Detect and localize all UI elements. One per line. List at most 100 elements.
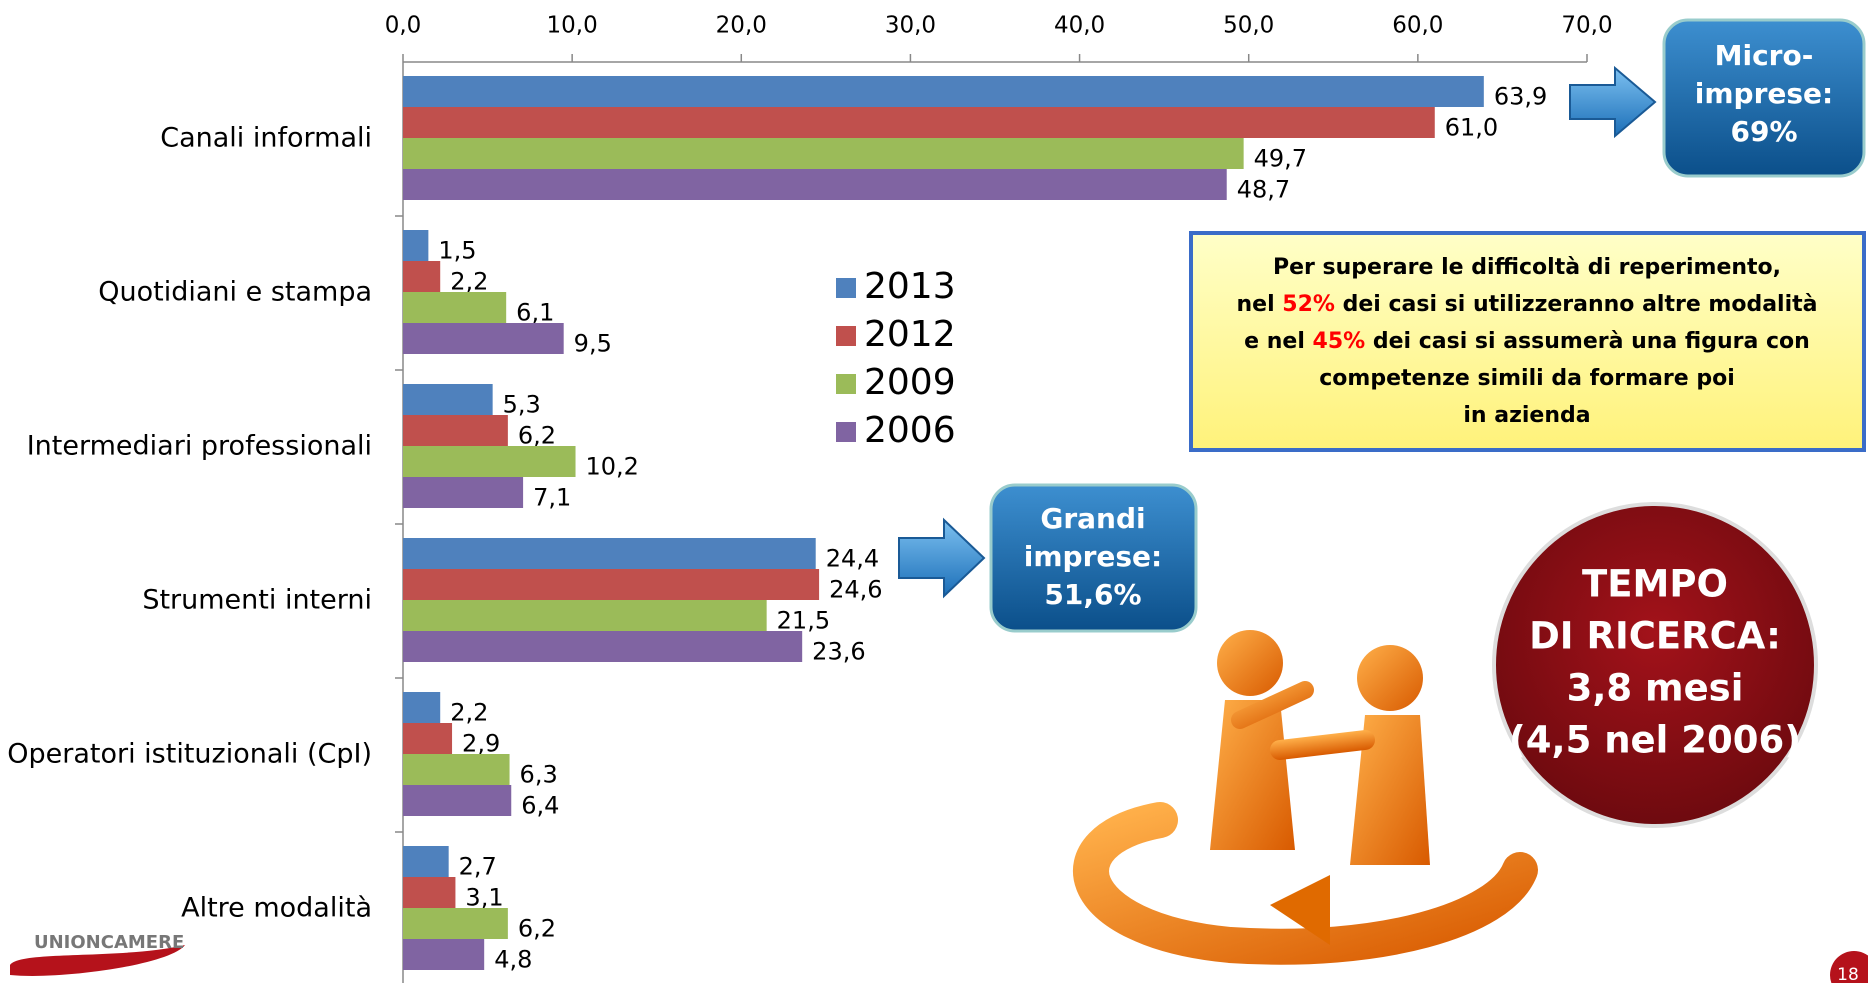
legend-swatch <box>836 422 856 442</box>
callout-box <box>989 483 1198 633</box>
note-line: Per superare le difficoltà di reperiment… <box>1273 255 1781 280</box>
bar <box>403 569 820 600</box>
value-label: 6,4 <box>521 792 559 820</box>
y-tick-label: Altre modalità <box>181 893 372 924</box>
legend-label: 2006 <box>864 410 956 451</box>
note-text: Per superare le difficoltà di reperiment… <box>1273 255 1781 280</box>
value-label: 63,9 <box>1494 83 1547 111</box>
bar <box>403 261 441 292</box>
note-text: e nel <box>1244 329 1312 354</box>
badge <box>1492 502 1818 828</box>
value-label: 1,5 <box>438 237 476 265</box>
callout-text: imprese: <box>1024 540 1162 573</box>
value-label: 2,7 <box>459 853 497 881</box>
callout-box <box>1662 18 1866 178</box>
value-label: 61,0 <box>1445 114 1498 142</box>
legend-label: 2013 <box>864 266 956 307</box>
bar <box>403 384 493 415</box>
bar <box>403 446 576 477</box>
value-label: 23,6 <box>812 638 865 666</box>
bar <box>403 138 1244 169</box>
badge-text: 3,8 mesi <box>1567 667 1744 710</box>
note-box <box>1189 231 1866 452</box>
x-tick-label: 30,0 <box>885 13 936 39</box>
bar <box>403 169 1227 200</box>
bar <box>403 292 507 323</box>
bar <box>403 754 510 785</box>
bar <box>403 692 441 723</box>
note-text: competenze simili da formare poi <box>1319 366 1734 391</box>
value-label: 7,1 <box>533 484 571 512</box>
value-label: 6,1 <box>516 299 554 327</box>
value-label: 24,4 <box>826 545 879 573</box>
arrow <box>898 517 986 599</box>
value-label: 5,3 <box>503 391 541 419</box>
bar <box>403 908 508 939</box>
x-tick-label: 20,0 <box>716 13 767 39</box>
value-label: 24,6 <box>829 576 882 604</box>
x-tick-label: 60,0 <box>1392 13 1443 39</box>
bar <box>403 785 512 816</box>
note-text: 45% <box>1313 329 1366 354</box>
value-label: 2,9 <box>462 730 500 758</box>
value-label: 9,5 <box>574 330 612 358</box>
value-label: 49,7 <box>1254 145 1307 173</box>
badge-text: (4,5 nel 2006) <box>1509 719 1801 762</box>
bar <box>403 415 508 446</box>
value-label: 4,8 <box>494 946 532 974</box>
bar <box>403 76 1484 107</box>
note-line: in azienda <box>1463 403 1590 428</box>
value-label: 6,3 <box>520 761 558 789</box>
callout-text: Micro- <box>1715 39 1814 72</box>
logo-swoosh <box>10 945 185 976</box>
note-line: nel 52% dei casi si utilizzeranno altre … <box>1236 292 1817 317</box>
bar <box>403 631 803 662</box>
bar <box>403 877 456 908</box>
x-tick-label: 70,0 <box>1561 13 1612 39</box>
legend-label: 2012 <box>864 314 956 355</box>
value-label: 48,7 <box>1237 176 1290 204</box>
callout-text: 69% <box>1730 115 1797 148</box>
note-text: dei casi si utilizzeranno altre modalità <box>1335 292 1818 317</box>
value-label: 10,2 <box>586 453 639 481</box>
value-label: 2,2 <box>450 268 488 296</box>
illustration <box>1073 630 1538 965</box>
legend-swatch <box>836 326 856 346</box>
y-tick-label: Operatori istituzionali (CpI) <box>7 739 372 770</box>
x-tick-label: 40,0 <box>1054 13 1105 39</box>
value-label: 6,2 <box>518 422 556 450</box>
y-tick-label: Canali informali <box>160 123 372 154</box>
value-label: 2,2 <box>450 699 488 727</box>
note-text: in azienda <box>1463 403 1590 428</box>
bar <box>403 723 453 754</box>
note-text: dei casi si assumerà una figura con <box>1365 329 1810 354</box>
y-tick-label: Intermediari professionali <box>27 431 372 462</box>
bar <box>403 230 429 261</box>
page-number: 18 <box>1837 965 1859 983</box>
chart: 0,0 10,0 20,0 30,0 40,0 50,0 60,0 70,0 Canali in… <box>7 13 1613 983</box>
value-label: 21,5 <box>777 607 830 635</box>
badge-text: DI RICERCA: <box>1529 615 1781 658</box>
value-label: 3,1 <box>465 884 503 912</box>
x-tick-label: 10,0 <box>547 13 598 39</box>
note-line: e nel 45% dei casi si assumerà una figur… <box>1244 329 1810 354</box>
callout-text: Grandi <box>1040 502 1145 535</box>
value-label: 6,2 <box>518 915 556 943</box>
legend-swatch <box>836 278 856 298</box>
badge-text: TEMPO <box>1582 563 1728 606</box>
arrow <box>1569 65 1657 139</box>
bar <box>403 846 449 877</box>
note-text: 52% <box>1282 292 1335 317</box>
logo: UNIONCAMERE <box>34 932 184 953</box>
bar <box>403 477 524 508</box>
x-tick-label: 50,0 <box>1223 13 1274 39</box>
bar <box>403 600 767 631</box>
legend-swatch <box>836 374 856 394</box>
bar <box>403 323 564 354</box>
y-tick-label: Quotidiani e stampa <box>98 277 372 308</box>
bar <box>403 538 816 569</box>
bar <box>403 939 485 970</box>
x-tick-label: 0,0 <box>385 13 422 39</box>
